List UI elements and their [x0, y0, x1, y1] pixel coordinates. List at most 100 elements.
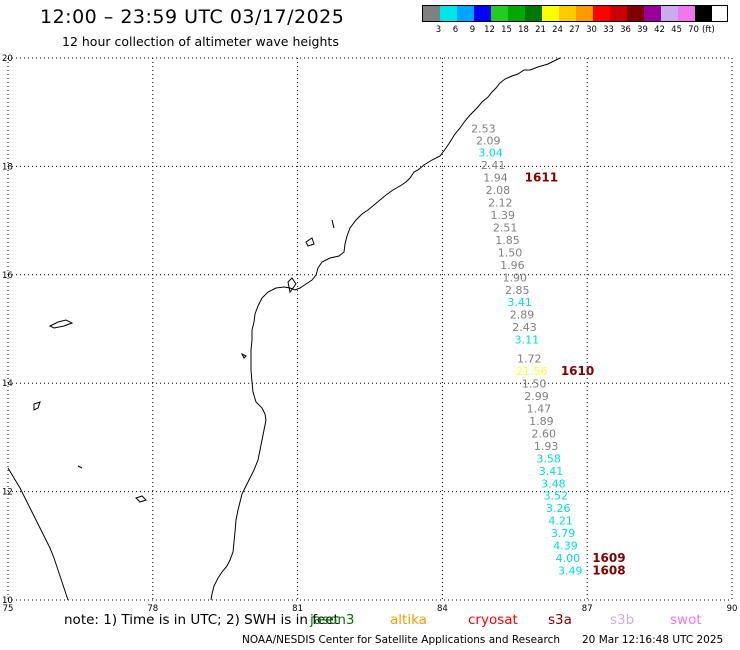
legend-swatch	[644, 6, 661, 21]
lon-tick-label: 84	[437, 604, 448, 614]
swh-label: 1.96	[500, 259, 525, 272]
lat-tick-label: 20	[2, 54, 13, 64]
swh-label: 3.48	[541, 477, 566, 490]
legend-swatch	[559, 6, 576, 21]
legend-swatch	[440, 6, 457, 21]
island-1	[48, 319, 74, 329]
mission-label-jason3: jason3	[310, 612, 355, 628]
swh-label: 2.89	[510, 309, 535, 322]
swh-label: 1.94	[483, 172, 508, 185]
swh-label: 2.09	[476, 135, 501, 148]
lat-tick-label: 16	[2, 271, 13, 281]
lon-tick-label: 90	[727, 604, 738, 614]
legend-label: 3	[435, 25, 442, 35]
india-west-coast	[7, 467, 69, 601]
island-5	[331, 219, 335, 229]
lat-lon-grid	[7, 57, 733, 601]
legend-label: 45	[671, 25, 682, 35]
lat-tick-label: 14	[2, 379, 13, 389]
legend-label: 15	[501, 25, 512, 35]
legend-label: 12	[484, 25, 495, 35]
swh-label: 21.56	[516, 365, 548, 378]
legend-swatch	[593, 6, 610, 21]
footer-timestamp: 20 Mar 12:16:48 UTC 2025	[582, 634, 724, 646]
island-2	[33, 401, 41, 411]
swh-label: 2.41	[481, 159, 506, 172]
legend-swatch	[525, 6, 542, 21]
legend-swatch	[508, 6, 525, 21]
lon-tick-label: 75	[3, 604, 14, 614]
legend-label: 70	[688, 25, 699, 35]
lat-tick-label: 12	[2, 488, 13, 498]
swh-label: 1.39	[490, 209, 515, 222]
swh-label: 1.93	[534, 440, 559, 453]
footer-credit: NOAA/NESDIS Center for Satellite Applica…	[242, 634, 560, 646]
pass-time-label: 1608	[592, 564, 625, 578]
mission-label-swot: swot	[670, 612, 702, 628]
swh-label: 1.47	[527, 402, 552, 415]
pass-time-label: 1611	[525, 171, 558, 185]
swh-label: 3.79	[551, 527, 576, 540]
lon-tick-label: 87	[582, 604, 593, 614]
legend-label: 39	[637, 25, 648, 35]
map-title: 12:00 – 23:59 UTC 03/17/2025	[40, 6, 345, 28]
map-note: note: 1) Time is in UTC; 2) SWH is in fe…	[64, 612, 339, 628]
swh-label: 4.21	[548, 515, 573, 528]
legend-swatch	[695, 6, 712, 21]
legend-swatch	[542, 6, 559, 21]
mission-label-s3a: s3a	[548, 612, 572, 628]
legend-swatch	[627, 6, 644, 21]
island-8	[77, 465, 83, 469]
island-4	[305, 237, 315, 247]
legend-label: 18	[518, 25, 529, 35]
legend-swatch	[474, 6, 491, 21]
swh-label: 1.50	[522, 378, 547, 391]
swh-label: 3.26	[546, 502, 571, 515]
legend-label: 27	[569, 25, 580, 35]
swh-label: 2.08	[486, 184, 511, 197]
legend-label: 30	[586, 25, 597, 35]
swh-label: 3.41	[539, 465, 564, 478]
swh-label: 2.99	[524, 390, 549, 403]
lat-tick-label: 18	[2, 162, 13, 172]
axis-tick-labels: 75 78 81 84 87 90 10 12 14 16 18 20	[2, 54, 737, 614]
legend-label: 21	[535, 25, 546, 35]
swh-label: 2.12	[488, 197, 513, 210]
legend-swatch	[491, 6, 508, 21]
swh-label: 1.89	[529, 415, 554, 428]
legend-swatch	[576, 6, 593, 21]
pass-time-label: 1609	[592, 551, 625, 565]
lon-tick-label: 78	[147, 604, 158, 614]
swh-label: 2.53	[471, 122, 496, 135]
color-legend: 3 6 9 12 15 18 21 24 27 30 33 36 39 42 45 70 (ft)	[422, 5, 728, 35]
legend-swatch	[610, 6, 627, 21]
mission-label-cryosat: cryosat	[468, 612, 518, 628]
island-3	[135, 495, 147, 503]
island-6	[287, 277, 297, 294]
legend-color-bar	[422, 5, 728, 22]
lat-tick-label: 10	[2, 596, 13, 606]
legend-label: 6	[452, 25, 459, 35]
legend-label: 9	[469, 25, 476, 35]
swh-label: 1.85	[495, 234, 520, 247]
legend-unit: (ft)	[702, 25, 715, 35]
india-east-coast	[210, 57, 561, 601]
swh-label: 2.60	[532, 427, 557, 440]
mission-label-altika: altika	[390, 612, 427, 628]
swh-label: 2.51	[493, 221, 518, 234]
swh-label: 4.39	[553, 540, 578, 553]
legend-tick-labels: 3 6 9 12 15 18 21 24 27 30 33 36 39 42 45 70 (ft)	[422, 25, 728, 35]
pass-time-label: 1610	[561, 364, 594, 378]
swh-label: 2.43	[512, 321, 537, 334]
legend-label: 33	[603, 25, 614, 35]
legend-swatch	[457, 6, 474, 21]
swh-label: 2.85	[505, 284, 530, 297]
legend-label: 36	[620, 25, 631, 35]
swh-label: 3.52	[544, 490, 569, 503]
legend-swatch	[423, 6, 440, 21]
swh-label: 4.00	[556, 552, 581, 565]
swh-label: 3.04	[478, 147, 503, 160]
coastline	[7, 57, 561, 601]
swh-label: 1.72	[517, 353, 542, 366]
swh-label: 1.50	[498, 246, 523, 259]
